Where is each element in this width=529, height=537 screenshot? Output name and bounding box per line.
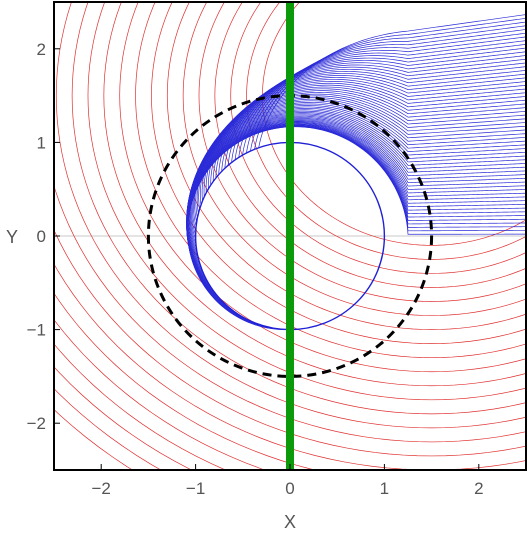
y-tick-label: −2	[27, 414, 46, 433]
blue-curve-45	[207, 70, 526, 189]
red-curve-13	[71, 2, 526, 415]
blue-curve-53	[231, 40, 526, 163]
red-curve-3	[230, 2, 526, 274]
y-tick-label: 2	[37, 40, 46, 59]
blue-curve-40	[198, 80, 526, 210]
x-tick-label: −1	[186, 479, 205, 498]
red-curve-12	[87, 2, 526, 401]
blue-curve-57	[246, 25, 526, 153]
red-curve-8	[151, 2, 526, 344]
blue-curve-11	[186, 122, 526, 319]
blue-curve-42	[201, 77, 526, 201]
blue-curve-51	[224, 47, 526, 169]
x-tick-label: 2	[474, 479, 483, 498]
blue-curve-13	[186, 120, 526, 315]
x-tick-label: 0	[285, 479, 294, 498]
red-curve-4	[214, 2, 526, 288]
blue-curve-48	[215, 58, 526, 179]
x-axis-title: X	[284, 512, 296, 532]
blue-curve-46	[210, 66, 526, 186]
blue-curve-60	[258, 14, 526, 148]
blue-curve-44	[205, 73, 526, 193]
blue-curve-59	[254, 17, 526, 150]
red-curve-20	[54, 343, 227, 470]
red-curve-10	[119, 2, 526, 373]
blue-curve-47	[212, 62, 526, 182]
blue-curve-50	[221, 51, 526, 172]
blue-curve-14	[186, 119, 526, 312]
y-axis-title: Y	[6, 227, 18, 247]
blue-curve-52	[227, 43, 526, 166]
x-tick-label: 1	[380, 479, 389, 498]
red-curve-7	[166, 2, 526, 330]
y-tick-label: 0	[37, 227, 46, 246]
blue-curve-41	[199, 79, 526, 206]
blue-curve-54	[234, 36, 526, 160]
y-tick-label: 1	[37, 133, 46, 152]
blue-curve-49	[218, 55, 526, 175]
blue-curve-38	[195, 84, 526, 218]
y-tick-label: −1	[27, 321, 46, 340]
red-curve-6	[182, 2, 526, 316]
blue-curve-43	[203, 75, 526, 197]
red-curve-11	[103, 2, 526, 387]
red-curve-16	[54, 229, 526, 457]
red-curve-21	[54, 366, 193, 470]
blue-curve-56	[242, 29, 526, 156]
red-curve-2	[246, 2, 526, 260]
blue-curve-55	[238, 32, 526, 158]
red-curve-9	[135, 2, 526, 359]
blue-curve-58	[250, 21, 526, 152]
red-curve-14	[55, 2, 526, 429]
blue-curve-39	[196, 82, 526, 214]
red-curve-5	[198, 2, 526, 302]
x-tick-label: −2	[92, 479, 111, 498]
